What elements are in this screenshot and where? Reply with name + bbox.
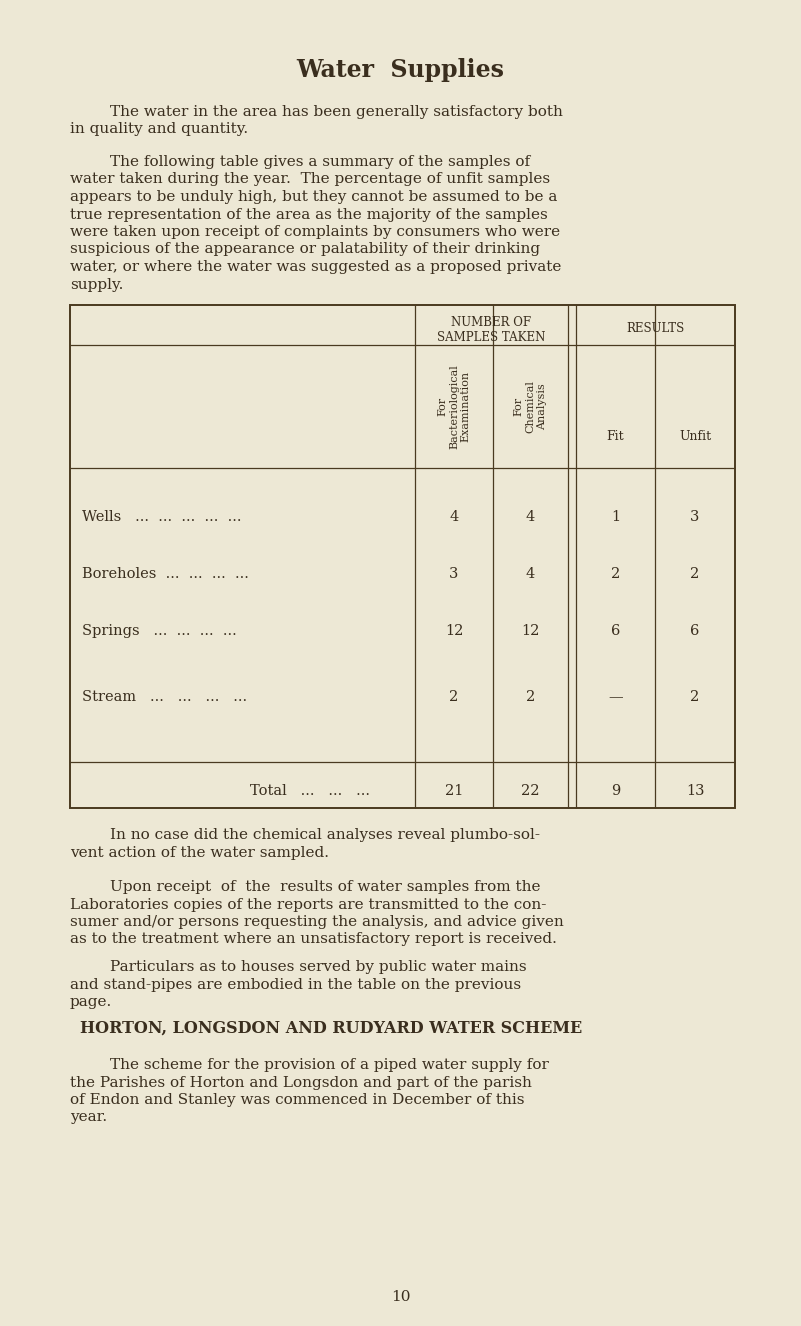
Text: 1: 1 [611,511,620,524]
Text: true representation of the area as the majority of the samples: true representation of the area as the m… [70,207,548,221]
Text: The water in the area has been generally satisfactory both: The water in the area has been generally… [110,105,563,119]
Text: Boreholes  ...  ...  ...  ...: Boreholes ... ... ... ... [82,568,249,581]
Text: —: — [608,690,623,704]
Text: 12: 12 [445,625,463,638]
Text: In no case did the chemical analyses reveal plumbo-sol-: In no case did the chemical analyses rev… [110,827,540,842]
Text: Stream   ...   ...   ...   ...: Stream ... ... ... ... [82,690,248,704]
Text: water taken during the year.  The percentage of unfit samples: water taken during the year. The percent… [70,172,550,187]
Bar [70,305,735,808]
Text: and stand-pipes are embodied in the table on the previous: and stand-pipes are embodied in the tabl… [70,977,521,992]
Text: Water  Supplies: Water Supplies [296,58,505,82]
Text: supply.: supply. [70,277,123,292]
Text: 3: 3 [690,511,700,524]
Text: 12: 12 [521,625,540,638]
Text: appears to be unduly high, but they cannot be assumed to be a: appears to be unduly high, but they cann… [70,190,557,204]
Text: Fit: Fit [606,430,624,443]
Text: Particulars as to houses served by public water mains: Particulars as to houses served by publi… [110,960,526,975]
Text: 2: 2 [449,690,459,704]
Text: sumer and/or persons requesting the analysis, and advice given: sumer and/or persons requesting the anal… [70,915,564,930]
Text: For
Chemical
Analysis: For Chemical Analysis [514,381,547,432]
Text: Springs   ...  ...  ...  ...: Springs ... ... ... ... [82,625,237,638]
Text: RESULTS: RESULTS [626,322,685,335]
Text: year.: year. [70,1110,107,1124]
Text: The following table gives a summary of the samples of: The following table gives a summary of t… [110,155,530,168]
Text: in quality and quantity.: in quality and quantity. [70,122,248,137]
Text: 6: 6 [611,625,620,638]
Text: The scheme for the provision of a piped water supply for: The scheme for the provision of a piped … [110,1058,549,1071]
Text: Laboratories copies of the reports are transmitted to the con-: Laboratories copies of the reports are t… [70,898,546,911]
Text: the Parishes of Horton and Longsdon and part of the parish: the Parishes of Horton and Longsdon and … [70,1075,532,1090]
Text: 4: 4 [449,511,459,524]
Text: 22: 22 [521,784,540,798]
Text: 2: 2 [690,568,699,581]
Text: 21: 21 [445,784,463,798]
Text: page.: page. [70,994,112,1009]
Text: 2: 2 [611,568,620,581]
Text: 13: 13 [686,784,704,798]
Text: of Endon and Stanley was commenced in December of this: of Endon and Stanley was commenced in De… [70,1093,525,1107]
Text: water, or where the water was suggested as a proposed private: water, or where the water was suggested … [70,260,562,274]
Text: 4: 4 [526,568,535,581]
Text: Total   ...   ...   ...: Total ... ... ... [250,784,370,798]
Text: 4: 4 [526,511,535,524]
Text: Unfit: Unfit [679,430,711,443]
Text: 3: 3 [449,568,459,581]
Text: For
Bacteriological
Examination: For Bacteriological Examination [437,365,471,450]
Text: suspicious of the appearance or palatability of their drinking: suspicious of the appearance or palatabi… [70,243,540,256]
Text: as to the treatment where an unsatisfactory report is received.: as to the treatment where an unsatisfact… [70,932,557,947]
Text: 6: 6 [690,625,700,638]
Text: vent action of the water sampled.: vent action of the water sampled. [70,846,329,859]
Text: 9: 9 [611,784,620,798]
Text: Wells   ...  ...  ...  ...  ...: Wells ... ... ... ... ... [82,511,241,524]
Text: 10: 10 [391,1290,410,1303]
Text: Upon receipt  of  the  results of water samples from the: Upon receipt of the results of water sam… [110,880,541,894]
Text: 2: 2 [690,690,699,704]
Text: NUMBER OF
SAMPLES TAKEN: NUMBER OF SAMPLES TAKEN [437,316,545,343]
Text: HORTON, LONGSDON AND RUDYARD WATER SCHEME: HORTON, LONGSDON AND RUDYARD WATER SCHEM… [80,1020,582,1037]
Text: 2: 2 [526,690,535,704]
Text: were taken upon receipt of complaints by consumers who were: were taken upon receipt of complaints by… [70,225,560,239]
